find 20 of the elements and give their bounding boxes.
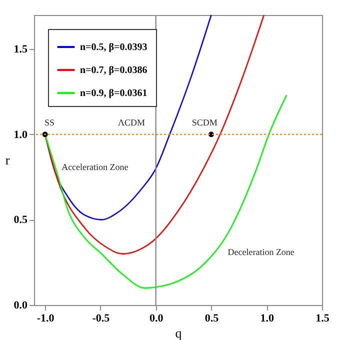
legend-label: n=0.5, β=0.0393	[80, 42, 148, 53]
x-tick-label: -0.5	[92, 312, 110, 324]
annotation: SCDM	[192, 118, 218, 128]
legend-label: n=0.7, β=0.0386	[80, 65, 148, 76]
x-tick-label: 0.5	[204, 312, 220, 324]
annotation: Deceleration Zone	[228, 247, 294, 258]
annotation: Acceleration Zone	[62, 162, 128, 172]
y-tick-label: 1.5	[14, 44, 28, 56]
annotation: ΛCDM	[118, 118, 145, 128]
x-tick-label: 1.5	[316, 312, 330, 324]
x-tick-label: -1.0	[36, 312, 55, 324]
legend-label: n=0.9, β=0.0361	[80, 88, 148, 99]
y-axis-title: r	[5, 152, 10, 168]
x-tick-label: 0.0	[149, 312, 164, 324]
x-axis-title: q	[175, 326, 182, 340]
x-tick-label: 1.0	[260, 312, 274, 324]
y-tick-label: 0.5	[14, 214, 28, 226]
y-tick-label: 1.0	[14, 128, 28, 141]
annotation: SS	[44, 118, 55, 128]
y-tick-label: 0.0	[14, 300, 28, 312]
